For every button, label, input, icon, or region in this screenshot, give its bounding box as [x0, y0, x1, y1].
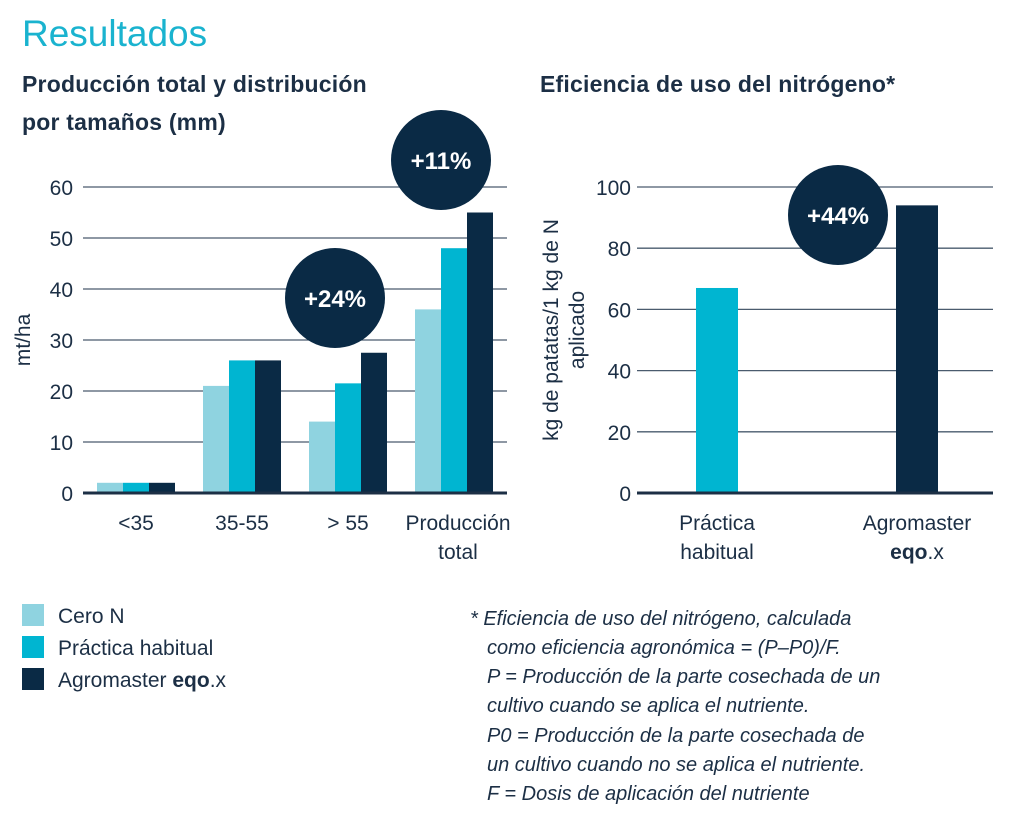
- y-tick-label: 60: [608, 299, 631, 322]
- right-y-axis-label-line-1: kg de patatas/1 kg de N: [540, 219, 563, 441]
- bar: [335, 383, 361, 493]
- page-title: Resultados: [22, 13, 207, 54]
- footnote-line: * Eficiencia de uso del nitrógeno, calcu…: [470, 608, 851, 630]
- legend-label-suffix: .x: [210, 669, 227, 692]
- right-category-label-line-2: eqo.x: [890, 541, 944, 564]
- x-category-label: > 55: [327, 512, 368, 535]
- y-tick-label: 0: [619, 483, 631, 506]
- bar: [203, 385, 229, 493]
- legend-label: Cero N: [58, 605, 125, 628]
- footnote-line: un cultivo cuando no se aplica el nutrie…: [487, 754, 865, 776]
- footnote-line: F = Dosis de aplicación del nutriente: [487, 783, 810, 805]
- footnote-line: como eficiencia agronómica = (P–P0)/F.: [487, 637, 841, 659]
- y-tick-label: 60: [50, 177, 73, 200]
- percent-badge: [285, 248, 385, 348]
- y-tick-label: 40: [50, 279, 73, 302]
- bar: [149, 482, 175, 493]
- right-category-label-line-1: Agromaster: [863, 512, 972, 535]
- footnote: * Eficiencia de uso del nitrógeno, calcu…: [470, 608, 880, 805]
- x-category-label: total: [438, 541, 478, 564]
- y-tick-label: 80: [608, 238, 631, 261]
- legend-label-prefix: Agromaster: [58, 669, 172, 692]
- bar: [97, 482, 123, 493]
- bar: [361, 352, 387, 493]
- right-chart-title: Eficiencia de uso del nitrógeno*: [540, 71, 895, 97]
- y-tick-label: 30: [50, 330, 73, 353]
- left-chart-title-line-1: Producción total y distribución: [22, 71, 367, 97]
- bar: [467, 212, 493, 493]
- bar: [415, 309, 441, 493]
- x-category-label: <35: [118, 512, 154, 535]
- y-tick-label: 10: [50, 432, 73, 455]
- legend-swatch-cero-n: [22, 604, 44, 626]
- percent-badge: [788, 165, 888, 265]
- legend-swatch-practica-habitual: [22, 636, 44, 658]
- bar: [896, 205, 938, 494]
- percent-badge: [391, 110, 491, 210]
- percent-badge-label: +44%: [807, 203, 869, 230]
- footnote-line: P0 = Producción de la parte cosechada de: [487, 725, 864, 747]
- percent-badge-label: +24%: [304, 286, 366, 313]
- x-category-label: Producción: [405, 512, 510, 535]
- right-bar-chart: 0 20 40 60 80 100 +44%: [596, 165, 993, 506]
- brand-suffix: .x: [928, 541, 945, 564]
- bar: [696, 287, 738, 493]
- bar: [229, 360, 255, 493]
- legend-label: Agromaster eqo.x: [58, 669, 227, 692]
- y-tick-label: 20: [608, 422, 631, 445]
- bar: [123, 482, 149, 493]
- right-category-label-line-2: habitual: [680, 541, 754, 564]
- x-category-label: 35-55: [215, 512, 269, 535]
- y-tick-label: 50: [50, 228, 73, 251]
- left-chart-title-line-2: por tamaños (mm): [22, 109, 226, 135]
- bar: [255, 360, 281, 493]
- y-tick-label: 20: [50, 381, 73, 404]
- percent-badge-label: +11%: [411, 148, 472, 175]
- footnote-line: cultivo cuando se aplica el nutriente.: [487, 695, 809, 717]
- left-bar-chart: 0 10 20 30 40 50 60 <35 35-55 > 55 Producción total…: [50, 110, 511, 564]
- legend-label-bold: eqo: [172, 669, 209, 692]
- legend-label: Práctica habitual: [58, 637, 213, 660]
- right-y-axis-label-line-2: aplicado: [566, 291, 589, 369]
- bar: [309, 421, 335, 493]
- brand-bold: eqo: [890, 541, 927, 564]
- bar: [441, 248, 467, 493]
- footnote-line: P = Producción de la parte cosechada de …: [487, 666, 880, 688]
- y-tick-label: 100: [596, 177, 631, 200]
- left-y-axis-label: mt/ha: [12, 313, 35, 366]
- y-tick-label: 0: [61, 483, 73, 506]
- right-category-label-line-1: Práctica: [679, 512, 755, 535]
- legend-swatch-agromaster: [22, 668, 44, 690]
- y-tick-label: 40: [608, 361, 631, 384]
- legend: Cero N Práctica habitual Agromaster eqo.…: [22, 604, 227, 692]
